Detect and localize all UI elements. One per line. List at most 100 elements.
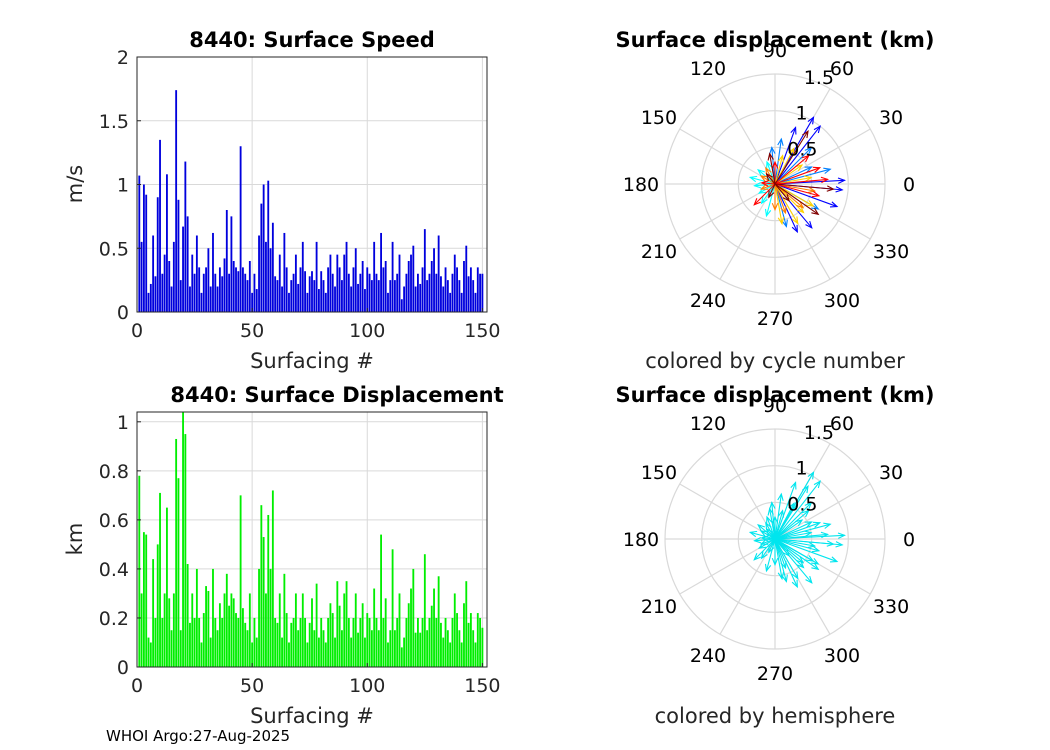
bar	[370, 280, 373, 312]
polar-cycle-chart: Surface displacement (km) 0.5 1 1.5 0 30 60 90…	[615, 28, 934, 373]
bar	[444, 267, 447, 312]
y-tick-label: 1	[117, 175, 129, 197]
displacement-ylabel: km	[63, 523, 87, 556]
vector-arrowhead	[771, 160, 779, 169]
bar	[387, 292, 389, 312]
vector-arrow	[765, 538, 776, 572]
bar	[142, 532, 145, 667]
vector-arrowhead	[788, 147, 795, 156]
bar	[267, 514, 270, 667]
vector-arrowhead	[807, 541, 817, 549]
vector-arrowhead	[766, 160, 773, 169]
vector-arrowhead	[804, 146, 813, 155]
bar	[364, 289, 366, 312]
vector-arrow	[774, 166, 812, 185]
vector-arrowhead	[771, 203, 779, 212]
bar	[393, 280, 396, 312]
bar	[244, 273, 247, 312]
polar-spoke	[719, 538, 776, 635]
bar	[242, 267, 244, 312]
vector-arrowhead	[811, 558, 820, 565]
vector-arrow	[774, 183, 783, 224]
vector-arrow	[768, 538, 776, 553]
bar	[276, 280, 279, 312]
bar	[246, 630, 249, 667]
bar	[359, 617, 362, 667]
vector-arrowhead	[812, 521, 822, 528]
vector-arrowhead	[781, 219, 788, 228]
bar	[479, 617, 482, 667]
polar-angle-label: 0	[903, 529, 915, 551]
bar	[398, 254, 401, 312]
polar-angle-label: 210	[641, 596, 677, 618]
bar	[269, 248, 272, 312]
bar	[212, 568, 214, 667]
bar	[271, 222, 274, 312]
bar	[152, 235, 155, 312]
bar	[276, 622, 279, 667]
bar	[306, 292, 309, 312]
vector-arrow	[774, 538, 799, 579]
vector-arrow	[753, 538, 776, 561]
y-tick-label: 0.4	[99, 559, 129, 581]
bar	[140, 241, 143, 312]
vector-arrowhead	[811, 208, 820, 216]
vector-arrow	[774, 183, 820, 197]
bar	[433, 248, 435, 312]
polar-angle-label: 60	[830, 413, 854, 435]
bar	[299, 617, 302, 667]
vector-arrow	[774, 480, 821, 540]
displacement-chart: 0 50 100 150 0 0.2 0.4 0.6 0.8 1 8440: Surface Di…	[63, 383, 504, 728]
bar	[446, 280, 449, 312]
bar	[320, 271, 323, 312]
vector-arrow	[774, 183, 838, 208]
vector-arrowhead	[782, 194, 791, 202]
polar-hemisphere-title: Surface displacement (km)	[615, 383, 934, 407]
bar	[407, 603, 410, 667]
speed-xlabel: Surfacing #	[250, 349, 374, 373]
bar	[145, 534, 148, 667]
bar	[437, 576, 440, 667]
bar	[380, 534, 382, 667]
bar	[453, 593, 456, 667]
bar	[444, 617, 447, 667]
vector-arrow	[774, 538, 834, 545]
polar-angle-label: 90	[763, 40, 787, 62]
bar	[476, 613, 479, 667]
bar	[334, 637, 336, 667]
bar	[458, 280, 461, 312]
vector-arrow	[761, 182, 776, 185]
bar	[366, 267, 369, 312]
bar	[274, 617, 277, 667]
bar	[223, 593, 226, 667]
bar	[396, 273, 399, 312]
bar	[423, 554, 426, 667]
bar	[246, 280, 249, 312]
vector-arrow	[774, 538, 814, 562]
vector-arrow	[766, 161, 776, 185]
vector-arrowhead	[760, 551, 768, 560]
bar	[456, 613, 458, 667]
bar	[451, 273, 454, 312]
bar	[435, 273, 438, 312]
bar	[414, 286, 417, 312]
bar	[345, 241, 348, 312]
bar	[278, 254, 281, 312]
bar	[189, 286, 191, 312]
bar	[437, 235, 440, 312]
bar	[172, 241, 175, 312]
vector-arrowhead	[777, 137, 784, 146]
bar	[290, 622, 293, 667]
bar	[375, 273, 378, 312]
vector-arrowhead	[767, 152, 774, 161]
bar	[159, 492, 161, 667]
vector-arrowhead	[790, 126, 797, 135]
bar	[465, 581, 468, 667]
vector-arrowhead	[804, 175, 813, 182]
bar	[209, 286, 212, 312]
polar-angle-label: 300	[824, 290, 860, 312]
bar	[195, 235, 198, 312]
bar	[396, 617, 399, 667]
vector-arrowhead	[759, 538, 769, 545]
